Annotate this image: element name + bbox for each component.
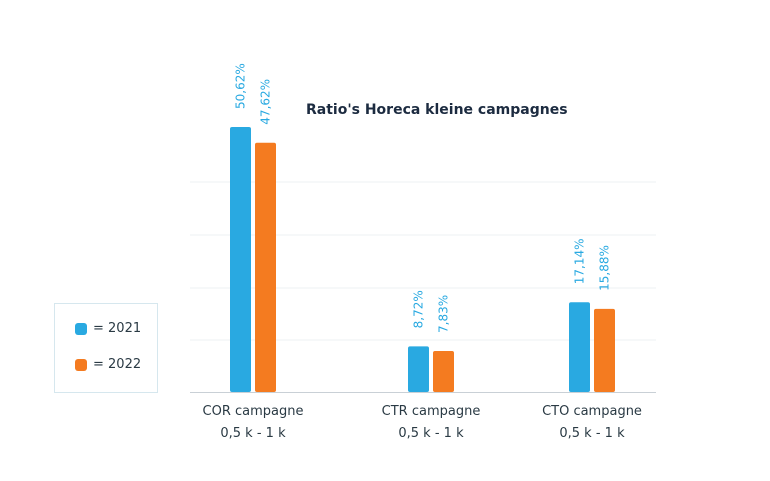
legend-item-2021: = 2021	[75, 321, 141, 336]
category-label-2-0: CTO campagne	[542, 404, 642, 419]
category-label-0-1: 0,5 k - 1 k	[220, 426, 286, 441]
bar-1-0	[408, 346, 429, 392]
legend: = 2021 = 2022	[54, 303, 158, 393]
bar-2-0	[569, 302, 590, 392]
bar-0-0	[230, 127, 251, 392]
category-label-1-0: CTR campagne	[382, 404, 481, 419]
category-label-1-1: 0,5 k - 1 k	[398, 426, 464, 441]
data-label-1-0: 8,72%	[412, 290, 426, 328]
legend-label-2021: = 2021	[93, 321, 142, 336]
category-label-0-0: COR campagne	[203, 404, 304, 419]
data-label-1-1: 7,83%	[437, 295, 451, 333]
chart-title: Ratio's Horeca kleine campagnes	[306, 102, 568, 118]
legend-label-2022: = 2022	[93, 357, 142, 372]
data-label-0-1: 47,62%	[259, 79, 273, 125]
bar-1-1	[433, 351, 454, 392]
legend-swatch-2022	[75, 358, 87, 371]
bar-0-1	[255, 142, 276, 392]
legend-swatch-2021	[75, 322, 87, 335]
data-label-2-1: 15,88%	[598, 245, 612, 291]
data-label-0-0: 50,62%	[234, 63, 248, 109]
bar-2-1	[594, 308, 615, 392]
category-label-2-1: 0,5 k - 1 k	[559, 426, 625, 441]
data-label-2-0: 17,14%	[573, 239, 587, 285]
legend-item-2022: = 2022	[75, 357, 141, 372]
